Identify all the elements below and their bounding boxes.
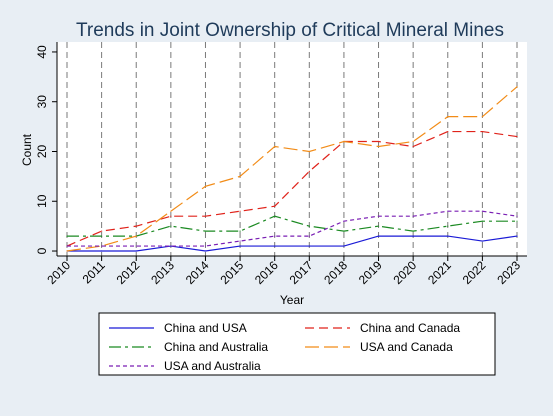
series-4-point-2020 — [412, 140, 414, 143]
series-1-point-2018 — [343, 245, 345, 247]
y-tick-label-10: 10 — [35, 194, 49, 208]
series-3-point-2016 — [274, 215, 276, 217]
series-5-point-2014 — [204, 245, 207, 247]
series-5-point-2020 — [412, 215, 414, 217]
series-5-point-2022 — [481, 210, 483, 212]
series-4-point-2017 — [308, 150, 310, 153]
series-3-point-2017 — [308, 225, 310, 227]
series-2-point-2020 — [412, 145, 414, 148]
series-3-point-2013 — [170, 225, 172, 227]
series-1-point-2022 — [481, 240, 483, 242]
series-3-point-2015 — [239, 230, 241, 232]
series-5-point-2011 — [101, 245, 103, 247]
series-3-point-2019 — [377, 225, 380, 227]
series-2-point-2013 — [170, 215, 172, 217]
legend-label-3: China and Australia — [164, 340, 268, 354]
series-line-4 — [66, 86, 518, 252]
legend-label-5: USA and Australia — [164, 359, 261, 373]
series-5-point-2016 — [274, 235, 276, 237]
series-line-5 — [67, 210, 518, 247]
series-2-point-2019 — [377, 140, 380, 143]
series-1-point-2014 — [204, 250, 207, 252]
series-4-point-2016 — [274, 145, 276, 148]
series-2-point-2015 — [239, 210, 241, 212]
series-group — [66, 86, 518, 252]
series-1-point-2016 — [274, 245, 276, 247]
legend-label-1: China and USA — [164, 321, 247, 335]
series-5-point-2018 — [343, 220, 345, 222]
series-4-point-2019 — [377, 145, 380, 148]
series-4-point-2012 — [135, 235, 137, 237]
series-1-point-2020 — [412, 235, 414, 237]
series-3-point-2021 — [447, 225, 449, 227]
series-2-point-2021 — [447, 130, 449, 133]
series-4-point-2010 — [66, 250, 68, 252]
series-2-point-2022 — [481, 130, 483, 133]
x-axis-label: Year — [280, 293, 304, 307]
series-3-point-2020 — [412, 230, 414, 232]
series-3-point-2023 — [516, 220, 518, 222]
series-1-point-2017 — [308, 245, 310, 247]
grid-lines — [66, 42, 518, 256]
series-4-point-2015 — [239, 175, 241, 177]
series-4-point-2023 — [516, 86, 518, 88]
series-line-1 — [67, 235, 518, 252]
series-2-point-2017 — [308, 170, 310, 172]
series-1-point-2021 — [447, 235, 449, 237]
series-5-point-2021 — [447, 210, 449, 212]
series-3-point-2011 — [101, 235, 103, 237]
series-4-point-2014 — [204, 185, 207, 187]
series-5-point-2017 — [308, 235, 310, 237]
series-line-3 — [67, 215, 517, 237]
series-5-point-2015 — [239, 240, 241, 242]
series-4-point-2018 — [343, 140, 345, 143]
legend-box — [98, 312, 496, 376]
series-1-point-2012 — [135, 250, 137, 252]
series-3-point-2010 — [66, 235, 68, 237]
series-3-point-2014 — [204, 230, 207, 232]
legend-label-4: USA and Canada — [360, 340, 453, 354]
series-5-point-2023 — [516, 215, 518, 217]
series-5-point-2013 — [170, 245, 172, 247]
series-3-point-2022 — [481, 220, 483, 222]
series-2-point-2023 — [516, 135, 518, 138]
series-5-point-2010 — [66, 245, 68, 247]
series-2-point-2011 — [101, 230, 103, 232]
legend: China and USA China and Canada China and A… — [98, 312, 496, 376]
y-tick-label-30: 30 — [35, 95, 49, 109]
series-2-point-2014 — [204, 215, 207, 217]
series-5-point-2012 — [135, 245, 137, 247]
series-2-point-2012 — [135, 225, 137, 227]
series-4-point-2022 — [481, 116, 483, 118]
series-3-point-2018 — [343, 230, 345, 232]
series-1-point-2011 — [101, 250, 103, 252]
series-4-point-2013 — [170, 210, 172, 212]
series-1-point-2019 — [377, 235, 380, 237]
series-2-point-2016 — [274, 205, 276, 207]
y-tick-label-40: 40 — [35, 45, 49, 59]
series-line-2 — [66, 130, 518, 247]
series-4-point-2021 — [447, 116, 449, 118]
chart-title: Trends in Joint Ownership of Critical Mi… — [76, 20, 504, 41]
series-1-point-2023 — [516, 235, 518, 237]
y-tick-label-0: 0 — [35, 247, 49, 254]
series-1-point-2015 — [239, 245, 241, 247]
legend-label-2: China and Canada — [360, 321, 460, 335]
y-tick-label-20: 20 — [35, 144, 49, 158]
y-axis-label: Count — [20, 133, 34, 166]
series-5-point-2019 — [377, 215, 380, 217]
